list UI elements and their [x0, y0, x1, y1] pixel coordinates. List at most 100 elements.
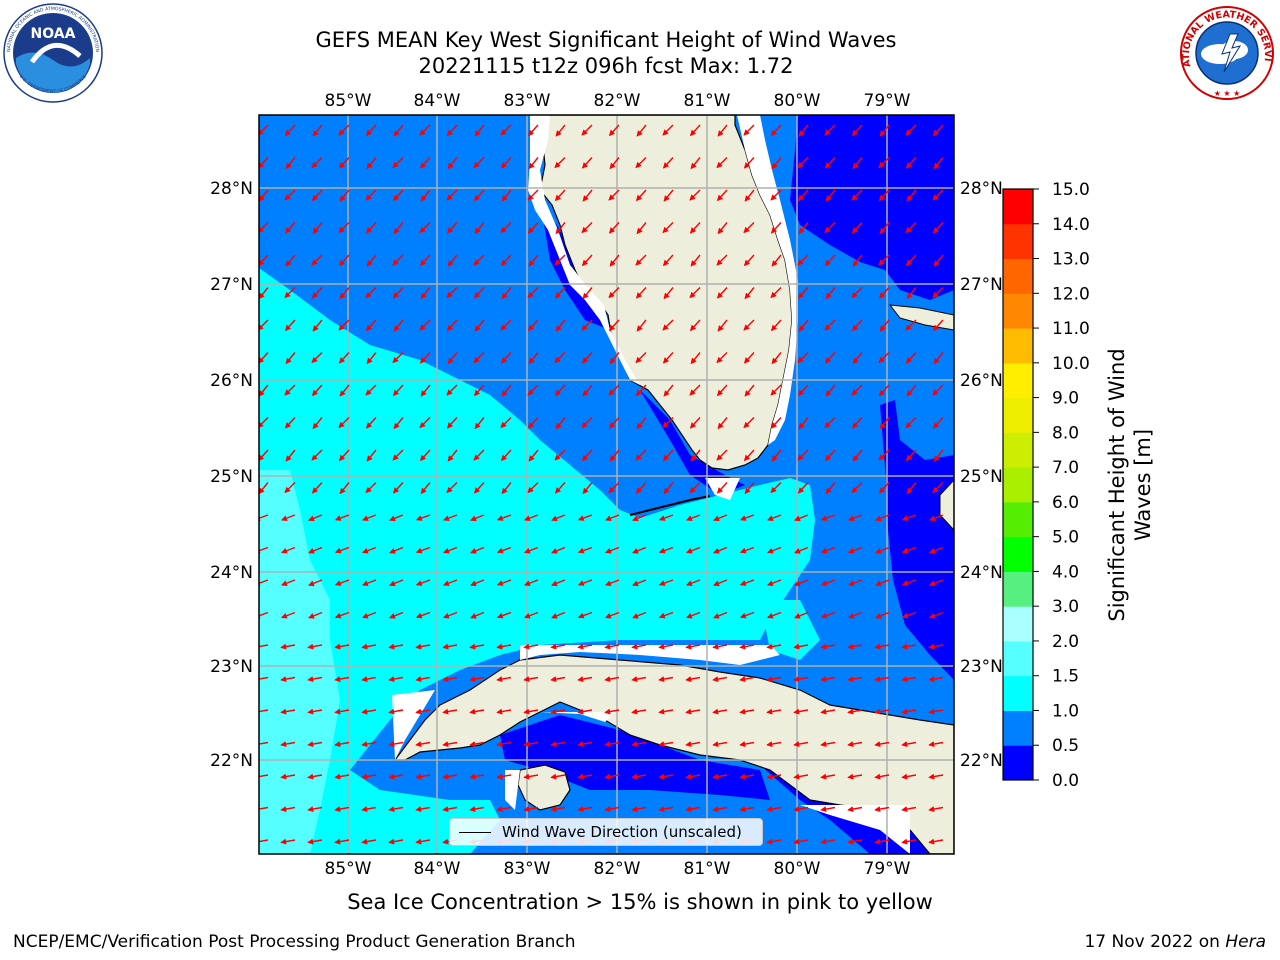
wave-direction-arrow [875, 546, 890, 554]
wave-direction-arrow [361, 546, 377, 554]
wave-direction-arrow [555, 319, 566, 332]
wave-direction-arrow [338, 222, 350, 234]
wave-direction-arrow [415, 838, 431, 845]
wave-direction-arrow [847, 546, 863, 554]
wave-direction-arrow [527, 287, 539, 299]
wave-direction-arrow [442, 676, 458, 682]
wave-direction-arrow [716, 189, 728, 202]
wave-direction-arrow [739, 546, 755, 554]
wave-direction-arrow [685, 514, 701, 522]
wave-direction-arrow [933, 157, 944, 170]
wave-direction-arrow [284, 417, 296, 429]
wave-direction-arrow [847, 611, 863, 619]
wave-direction-arrow [901, 546, 917, 554]
lon-label-bottom: 85°W [325, 859, 372, 879]
wave-direction-arrow [473, 157, 485, 169]
colorbar-segment [1003, 258, 1033, 294]
wave-direction-arrow [577, 676, 593, 682]
wave-direction-arrow [635, 287, 647, 299]
wave-direction-arrow [901, 741, 917, 747]
wave-direction-arrow [852, 157, 863, 170]
wave-direction-arrow [739, 708, 755, 715]
wave-direction-arrow [685, 643, 701, 650]
wave-direction-arrow [739, 676, 755, 682]
wave-direction-arrow [770, 384, 782, 396]
wave-direction-arrow [339, 482, 350, 495]
wave-direction-arrow [662, 417, 674, 429]
wave-direction-arrow [658, 741, 674, 747]
wave-direction-arrow [581, 352, 593, 364]
colorbar-tick-label: 12.0 [1052, 284, 1090, 304]
colorbar-segment [1003, 571, 1033, 607]
wave-direction-arrow [901, 611, 917, 619]
wave-direction-arrow [820, 806, 836, 812]
wave-direction-arrow [473, 189, 485, 202]
wave-direction-arrow [631, 676, 647, 682]
wave-direction-arrow [311, 254, 323, 266]
colorbar-segment [1003, 189, 1033, 225]
wave-direction-arrow [469, 643, 485, 650]
wave-direction-arrow [905, 254, 917, 267]
wave-direction-arrow [933, 352, 944, 365]
wave-direction-arrow [523, 741, 539, 747]
wave-direction-arrow [527, 222, 539, 234]
wave-direction-arrow [415, 643, 431, 650]
wave-direction-arrow [852, 449, 863, 462]
wave-direction-arrow [312, 319, 323, 332]
wave-direction-arrow [847, 643, 863, 650]
lat-label-right: 27°N [960, 275, 1003, 295]
wave-direction-arrow [307, 708, 323, 715]
lon-label-top: 83°W [504, 91, 551, 111]
wave-direction-arrow [901, 676, 917, 682]
wave-direction-arrow [308, 611, 323, 619]
wave-direction-arrow [798, 417, 809, 430]
wave-direction-arrow [685, 546, 701, 554]
wave-direction-arrow [446, 417, 458, 429]
wave-direction-arrow [280, 676, 296, 682]
colorbar-segment [1003, 606, 1033, 642]
wave-direction-arrow [447, 352, 458, 365]
wave-direction-arrow [259, 352, 269, 364]
wave-direction-arrow [442, 579, 458, 587]
wave-direction-arrow [847, 676, 863, 682]
colorbar-segment [1003, 328, 1033, 364]
wave-direction-arrow [825, 287, 836, 300]
wave-direction-arrow [259, 773, 269, 780]
colorbar-tick-label: 13.0 [1052, 250, 1090, 270]
wave-direction-arrow [366, 157, 377, 170]
land-florida-keys [629, 495, 711, 516]
wave-direction-arrow [797, 449, 809, 461]
wave-direction-arrow [259, 157, 269, 169]
wave-direction-arrow [259, 189, 269, 202]
lon-label-top: 82°W [594, 91, 641, 111]
wave-direction-arrow [446, 319, 458, 332]
wave-direction-arrow [388, 708, 404, 715]
wave-direction-arrow [847, 514, 863, 522]
wave-direction-arrow [820, 611, 836, 619]
colorbar-tick-label: 6.0 [1052, 493, 1079, 513]
wave-direction-arrow [689, 384, 701, 396]
wave-direction-arrow [716, 254, 728, 266]
wave-direction-arrow [581, 124, 593, 136]
wave-direction-arrow [307, 676, 323, 682]
wave-direction-arrow [716, 352, 728, 364]
wave-direction-arrow [496, 708, 512, 715]
wave-direction-arrow [739, 773, 755, 780]
wave-direction-arrow [824, 449, 836, 462]
lat-label-left: 27°N [210, 275, 253, 295]
wave-direction-arrow [259, 514, 269, 521]
wave-direction-arrow [824, 124, 836, 136]
wave-direction-arrow [496, 514, 512, 521]
lon-label-top: 84°W [414, 91, 461, 111]
wave-direction-arrow [307, 741, 323, 747]
wave-direction-arrow [366, 254, 377, 267]
wave-direction-arrow [392, 449, 404, 461]
wave-direction-arrow [820, 676, 836, 682]
wave-direction-arrow [604, 708, 620, 715]
wave-direction-arrow [389, 579, 404, 587]
wave-direction-arrow [739, 514, 755, 521]
wave-direction-arrow [415, 806, 431, 812]
wave-direction-arrow [280, 546, 296, 554]
colorbar-tick-label: 3.0 [1052, 597, 1079, 617]
wave-direction-arrow [474, 319, 485, 332]
